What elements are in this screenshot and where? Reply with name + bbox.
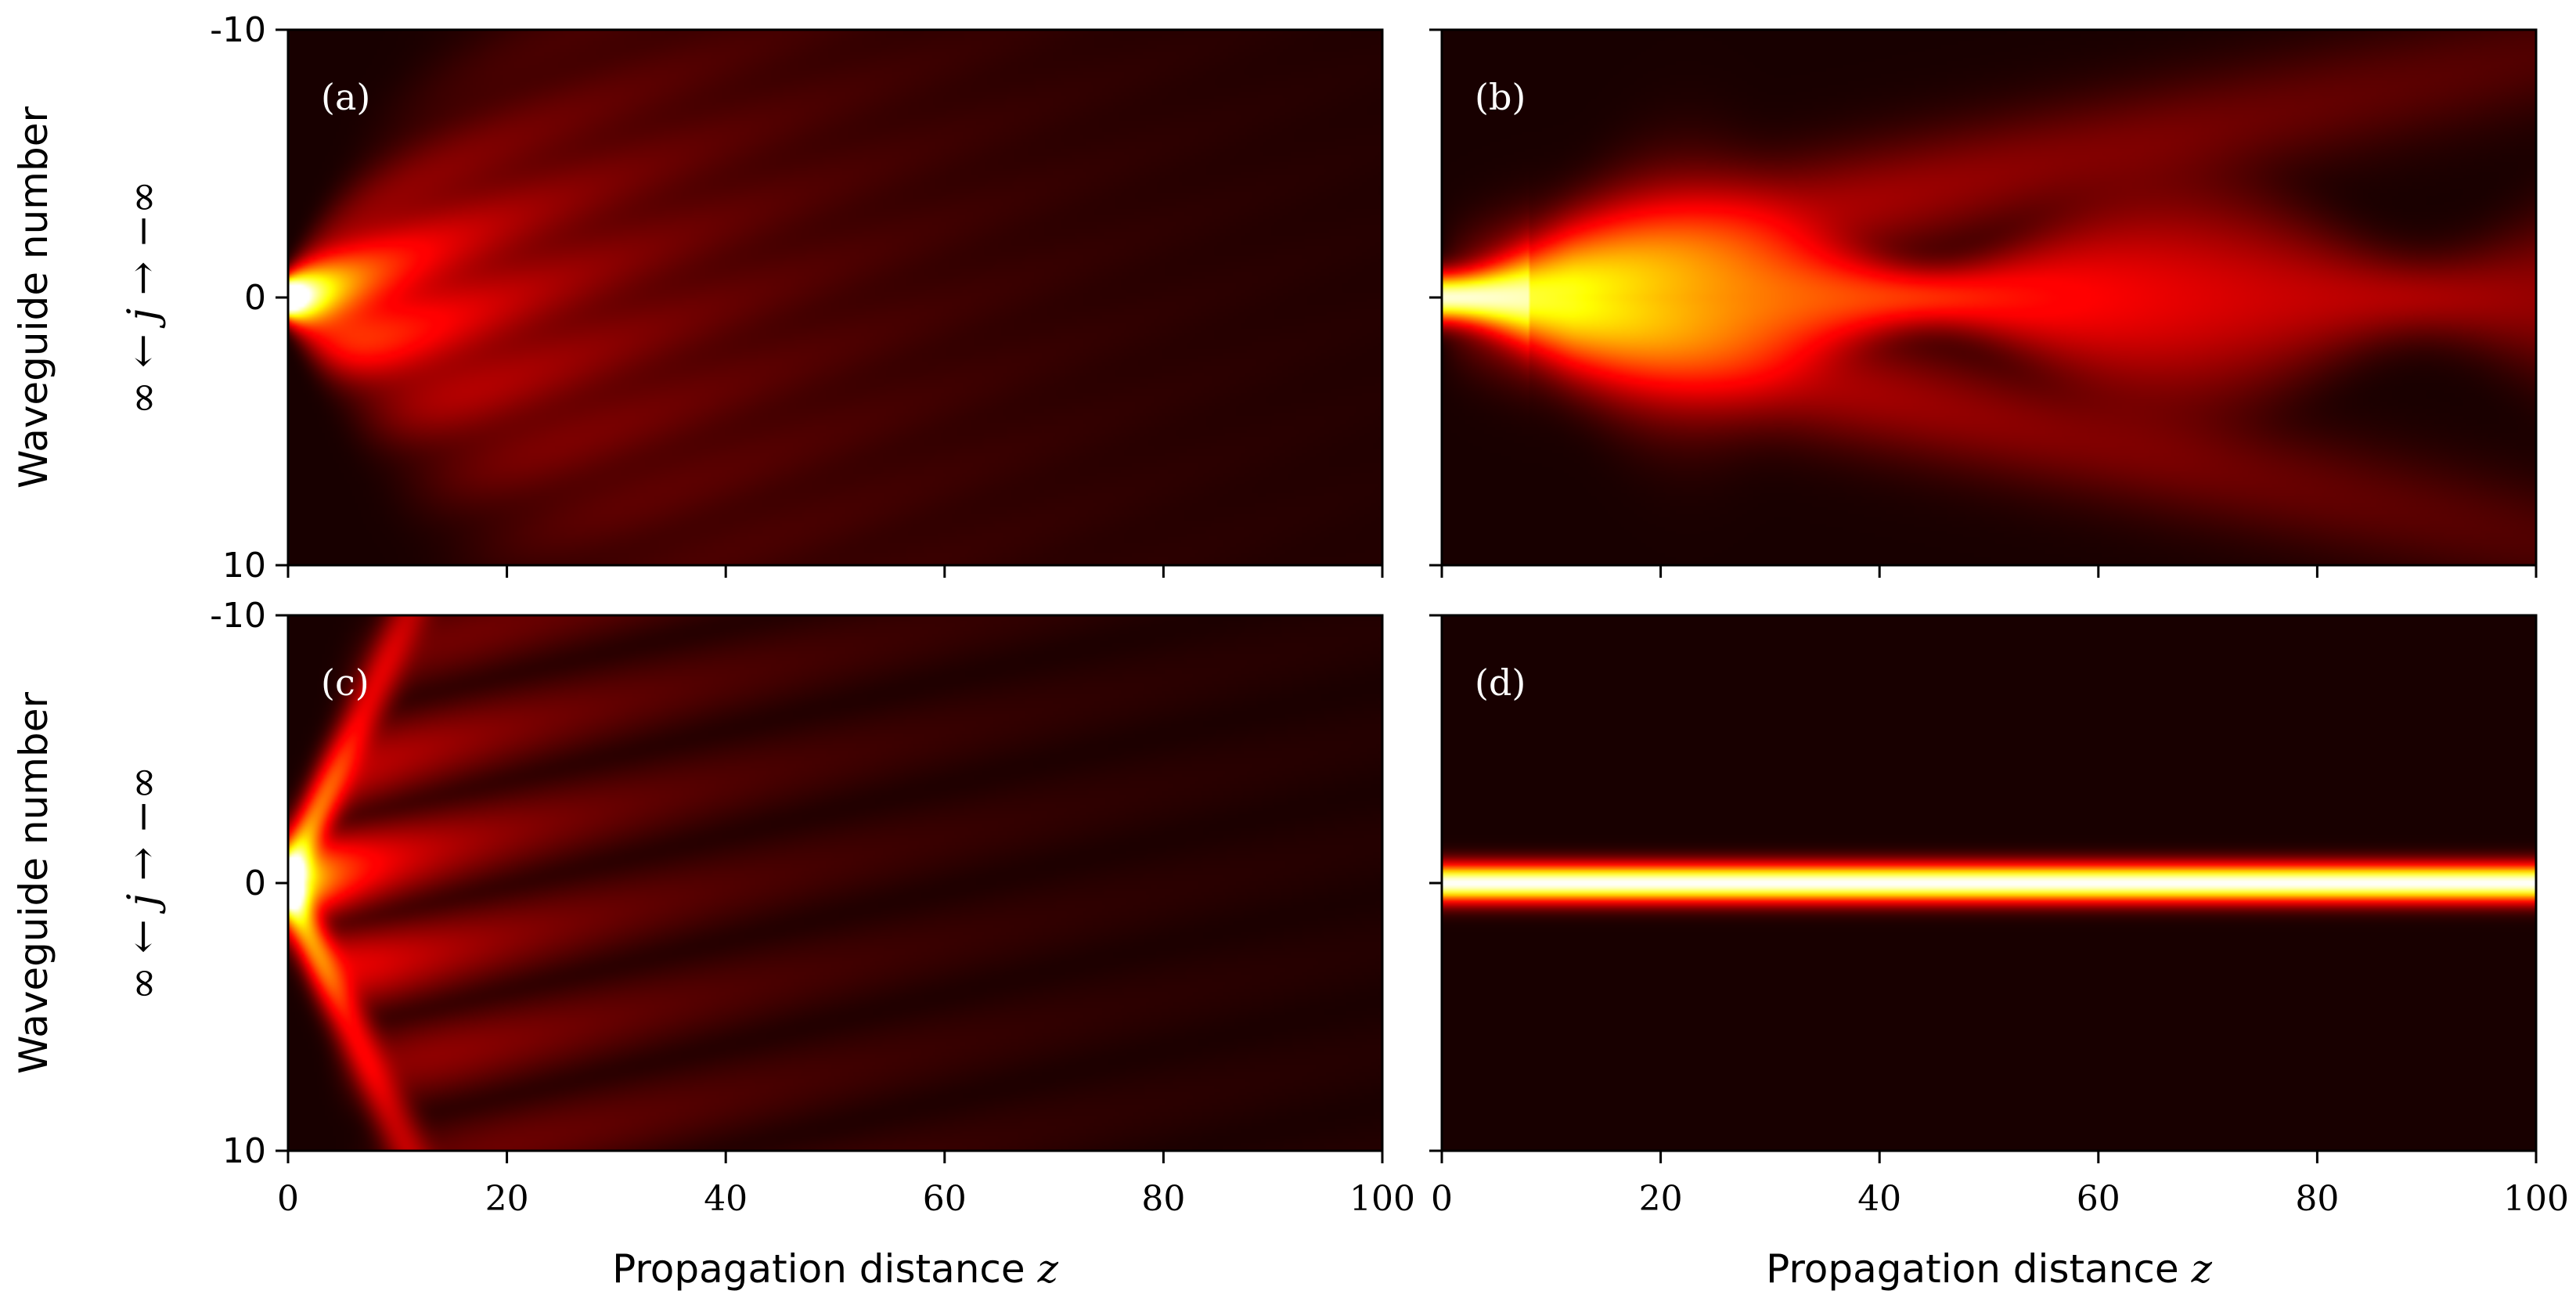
y-axis-label: Waveguide number xyxy=(11,692,56,1075)
panel-d: (d) 0 20 40 60 80 100 Propagation distance z xyxy=(1429,614,2569,1292)
x-tick-label: 60 xyxy=(923,1179,967,1219)
y-tick-label: -10 xyxy=(210,596,266,636)
heatmap-field xyxy=(1442,615,2536,1151)
panel-label: (a) xyxy=(321,76,370,118)
y-tick-label: 0 xyxy=(244,863,266,903)
panel-label: (b) xyxy=(1475,76,1526,118)
x-axis-label: Propagation distance z xyxy=(1766,1246,2213,1292)
y-tick-label: 0 xyxy=(244,278,266,318)
x-tick-label: 60 xyxy=(2077,1179,2120,1219)
x-axis-label: Propagation distance z xyxy=(612,1246,1059,1292)
x-tick-label: 100 xyxy=(2503,1179,2569,1219)
y-axis-label-secondary: ∞ ← j → −∞ xyxy=(120,766,167,1000)
y-axis-label-secondary: ∞ ← j → −∞ xyxy=(120,180,167,415)
x-tick-label: 20 xyxy=(1639,1179,1683,1219)
heatmap-field xyxy=(288,30,1382,565)
x-tick-label: 0 xyxy=(1431,1179,1453,1219)
panel-b: (b) xyxy=(1429,28,2538,578)
heatmap-field xyxy=(288,615,1382,1151)
y-axis-label: Waveguide number xyxy=(11,106,56,489)
panel-label: (c) xyxy=(321,662,369,704)
x-tick-label: 40 xyxy=(704,1179,748,1219)
x-tick-label: 80 xyxy=(1141,1179,1185,1219)
y-tick-label: 10 xyxy=(222,1131,266,1171)
y-tick-label: -10 xyxy=(210,10,266,50)
x-tick-label: 100 xyxy=(1349,1179,1415,1219)
y-tick-label: 10 xyxy=(222,546,266,586)
x-tick-label: 0 xyxy=(277,1179,299,1219)
x-tick-label: 40 xyxy=(1857,1179,1901,1219)
x-tick-label: 20 xyxy=(485,1179,529,1219)
panel-a: (a) -10 0 10 Waveguide number ∞ ← j → −∞ xyxy=(11,10,1384,586)
panel-c: (c) 0 20 40 60 80 100 -10 0 10 Propagation distanc… xyxy=(11,596,1415,1292)
heatmap-field xyxy=(1442,30,2536,565)
x-tick-label: 80 xyxy=(2295,1179,2339,1219)
panel-label: (d) xyxy=(1475,662,1526,704)
